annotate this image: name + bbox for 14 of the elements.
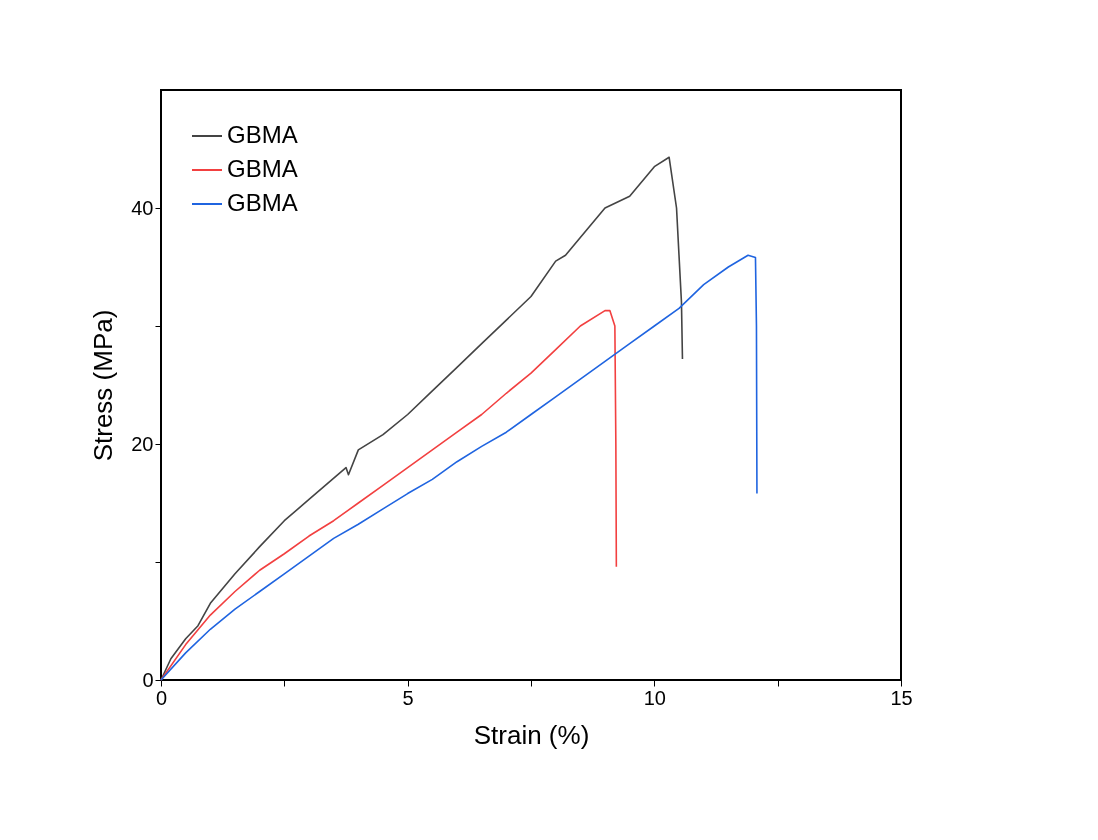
x-axis-title: Strain (%) [473,719,590,750]
legend-label: GBMA [227,155,298,182]
y-axis-title: Stress (MPa) [88,309,119,462]
y-tick-label: 40 [131,196,154,219]
legend-label: GBMA [227,121,298,148]
x-tick-label: 5 [402,686,414,709]
line-series [160,254,758,681]
x-tick-label: 10 [643,686,666,709]
legend-label: GBMA [227,189,298,216]
line-series [160,156,684,681]
y-tick-label: 20 [131,432,154,455]
x-tick-label: 0 [155,686,168,709]
y-tick-label: 0 [142,668,154,691]
x-tick-label: 15 [890,686,913,709]
